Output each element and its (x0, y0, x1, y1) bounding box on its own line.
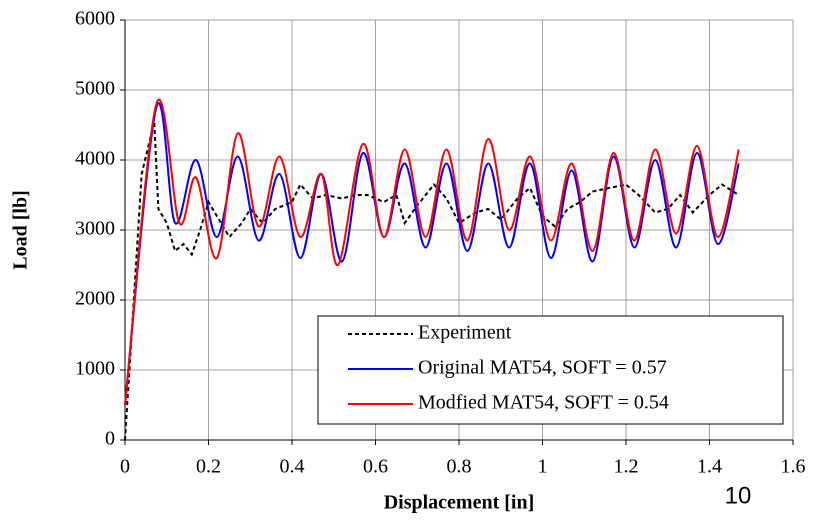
y-axis-label: Load [lb] (10, 190, 32, 269)
y-tick-label: 0 (105, 428, 115, 450)
y-tick-label: 1000 (75, 358, 115, 380)
legend-label: Modfied MAT54, SOFT = 0.54 (418, 392, 669, 414)
x-tick-label: 1.2 (614, 456, 639, 478)
x-tick-label: 1.6 (781, 456, 806, 478)
line-series (124, 98, 740, 406)
x-tick-label: 1 (538, 456, 548, 478)
slide-number: 10 (725, 482, 752, 509)
legend-label: Experiment (418, 322, 512, 344)
legend-label: Original MAT54, SOFT = 0.57 (418, 357, 667, 379)
y-tick-label: 5000 (75, 78, 115, 100)
x-tick-label: 0.4 (280, 456, 305, 478)
x-tick-label: 0.8 (447, 456, 472, 478)
y-tick-label: 4000 (75, 148, 115, 170)
x-tick-label: 0.6 (363, 456, 388, 478)
x-tick-label: 0.2 (196, 456, 221, 478)
line-series (124, 121, 740, 441)
x-tick-label: 0 (120, 456, 130, 478)
y-tick-label: 3000 (75, 218, 115, 240)
y-tick-label: 2000 (75, 288, 115, 310)
line-series (124, 102, 740, 406)
y-tick-label: 6000 (75, 8, 115, 30)
x-tick-label: 1.4 (697, 456, 722, 478)
x-axis-label: Displacement [in] (384, 492, 535, 514)
